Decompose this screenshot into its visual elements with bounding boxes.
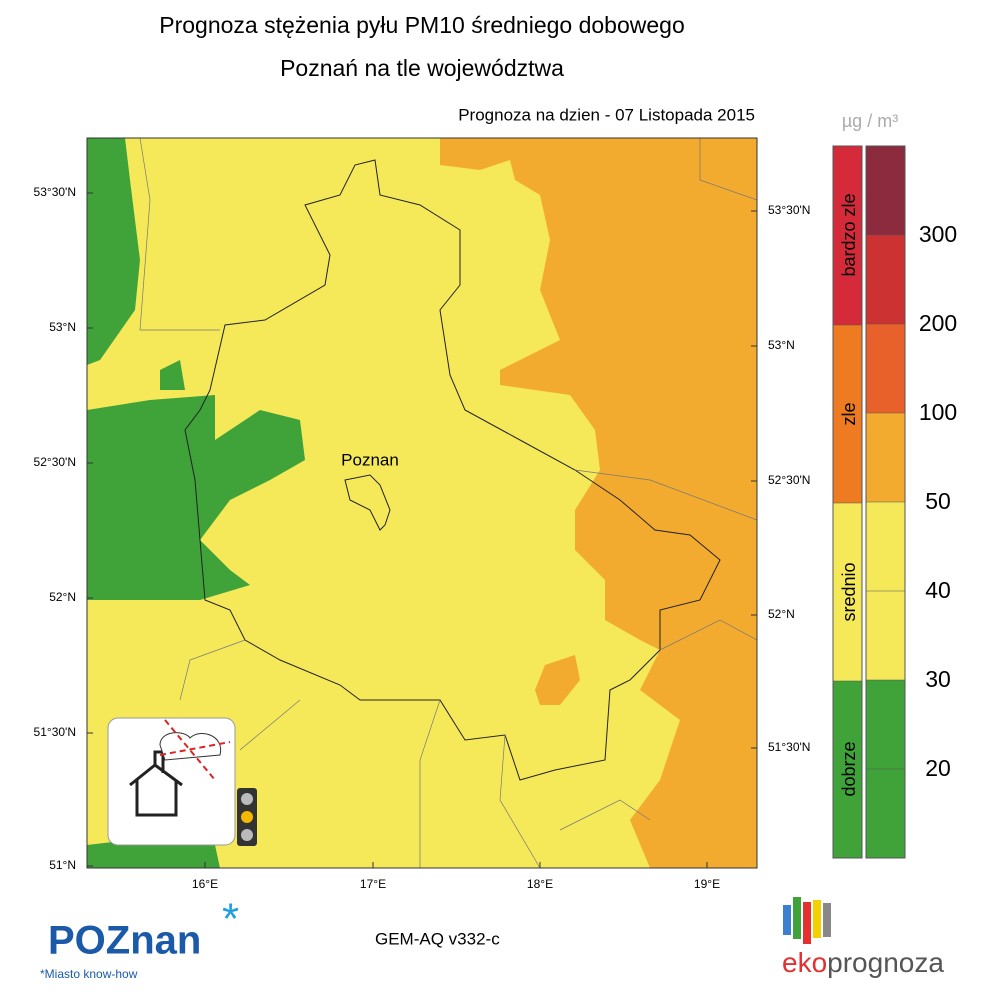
lat-label: 52°N (768, 607, 795, 621)
unit: µg / m³ (842, 111, 898, 131)
legend: µg / m³ bardzo zle zle srednio dobrze 300 200… (832, 111, 957, 859)
logo-bar (823, 903, 831, 937)
bar-dividers (833, 234, 905, 770)
lon-label: 17°E (360, 877, 386, 891)
bar-frame (865, 145, 906, 859)
level-label: 40 (925, 577, 951, 603)
class-label: bardzo zle (839, 193, 859, 276)
date: Prognoza na dzien - 07 Listopada 2015 (458, 105, 755, 124)
lon-label: 18°E (527, 877, 553, 891)
lat-label: 52°30'N (34, 455, 76, 469)
lat-label: 52°30'N (768, 473, 810, 487)
map: Poznan 53°30'N 53°N 52°30'N 52°N 51°30'N 51°N… (34, 137, 811, 891)
logo-bar (793, 897, 801, 939)
brand-a: eko (782, 947, 827, 978)
bar-frame (832, 145, 863, 859)
level-label: 20 (925, 755, 951, 781)
level-label: 30 (925, 666, 951, 692)
lat-label: 52°N (49, 590, 76, 604)
level-bar (866, 146, 905, 235)
footer: POZnan * *Miasto know-how GEM-AQ v332-c … (40, 895, 944, 982)
title: Prognoza stężenia pyłu PM10 średniego do… (159, 12, 685, 38)
subtitle: Poznań na tle województwa (280, 55, 564, 81)
logo-bar (803, 902, 811, 944)
lat-label: 53°N (768, 338, 795, 352)
level-bar (866, 324, 905, 413)
house-icon (129, 750, 183, 817)
region-borders (139, 138, 757, 868)
logo-bar (783, 905, 791, 935)
lon-label: 16°E (192, 877, 218, 891)
ticks: 53°30'N 53°N 52°30'N 52°N 51°30'N 51°N 53°30'N… (34, 185, 811, 891)
lat-label: 53°30'N (768, 203, 810, 217)
logo-star: * (222, 895, 239, 944)
level-label: 200 (919, 310, 957, 336)
voivodeship-border (184, 159, 721, 781)
zone-orange (440, 138, 757, 868)
class-label: srednio (839, 562, 859, 621)
class-label: zle (839, 402, 859, 425)
light (241, 811, 253, 823)
class-bar (833, 146, 862, 325)
zone-green (160, 360, 185, 390)
class-bar (833, 503, 862, 681)
map-frame (86, 137, 758, 869)
lat-label: 53°N (49, 320, 76, 334)
lat-label: 53°30'N (34, 185, 76, 199)
lat-label: 51°N (49, 858, 76, 872)
lat-label: 51°30'N (768, 740, 810, 754)
lat-label: 51°30'N (34, 725, 76, 739)
wind-lines (159, 719, 231, 781)
level-label: 300 (919, 221, 957, 247)
zone-green (87, 138, 140, 365)
level-bar (866, 413, 905, 502)
level-bar (866, 235, 905, 324)
logo-bar (813, 900, 821, 938)
poznan-border (344, 474, 391, 531)
class-label: dobrze (839, 741, 859, 796)
tagline: *Miasto know-how (40, 967, 138, 981)
city-label: Poznan (341, 450, 399, 469)
class-bar (833, 681, 862, 858)
class-bar (833, 325, 862, 503)
lon-label: 19°E (694, 877, 720, 891)
light (241, 793, 253, 805)
level-label: 100 (919, 399, 957, 425)
logo: POZnan (48, 919, 201, 963)
brand: ekoprognoza (782, 947, 944, 978)
zone-orange (535, 655, 580, 705)
model: GEM-AQ v332-c (375, 929, 500, 948)
level-label: 50 (925, 488, 951, 514)
brand-b: prognoza (827, 947, 944, 978)
light (241, 829, 253, 841)
